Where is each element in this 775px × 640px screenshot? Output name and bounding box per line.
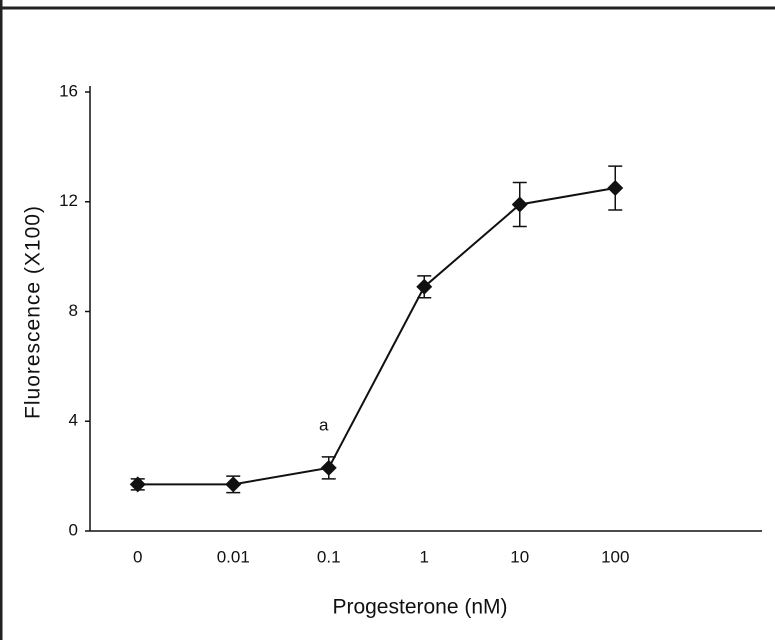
marker [607,180,624,197]
y-tick-label: 4 [69,411,78,430]
y-tick-label: 0 [69,520,78,539]
marker [511,196,528,213]
x-tick-label: 10 [510,547,529,566]
x-tick-label: 1 [420,547,429,566]
marker [320,459,337,476]
y-axis-label: Fluorescence (X100) [22,205,45,419]
marker [225,476,242,493]
annotation: a [319,415,329,434]
x-tick-label: 0.01 [217,547,250,566]
marker [416,278,433,295]
x-axis-label: Progesterone (nM) [332,596,507,619]
x-tick-label: 0 [133,547,142,566]
y-tick-label: 8 [69,301,78,320]
y-tick-label: 12 [59,191,78,210]
marker [129,476,146,493]
x-tick-label: 100 [601,547,629,566]
y-tick-label: 16 [59,81,78,100]
line [137,187,616,486]
x-tick-label: 0.1 [317,547,341,566]
